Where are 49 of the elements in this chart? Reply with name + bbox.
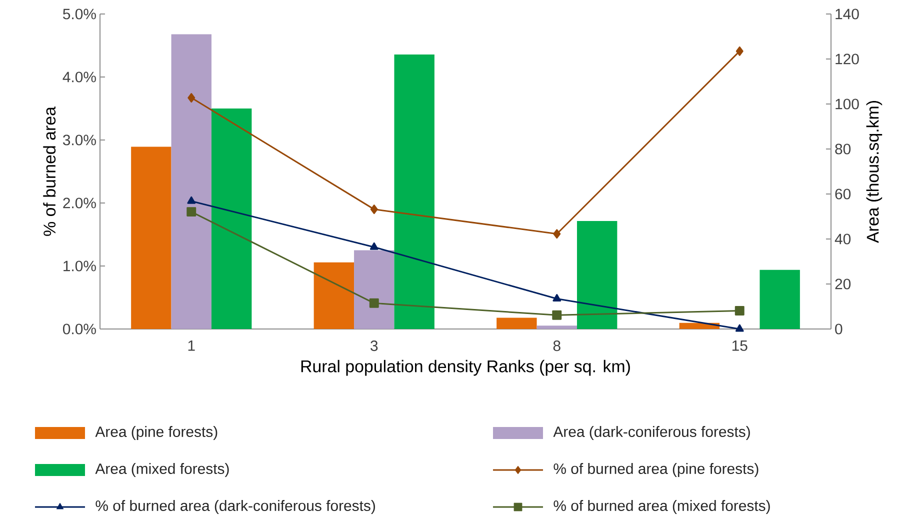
y2-tick-label: 0 [835,324,842,334]
point [369,298,379,308]
x-tick-label: 15 [732,340,748,351]
y2-tick-label: 100 [836,98,859,110]
y-axis-title: % of burned area [43,106,56,236]
y2-tick-label: 140 [836,8,859,20]
point [736,46,744,56]
bar [536,326,577,329]
legend-label: % of burned area (pine forests) [554,463,758,477]
bar [314,262,354,329]
y-tick-label: 5.0% [63,8,96,20]
y2-tick-label: 60 [835,188,851,200]
y-tick-label: 0.0% [62,324,96,334]
bar [354,250,394,329]
point [552,310,562,320]
point [734,306,744,316]
point [552,294,562,302]
bar [760,270,800,329]
y-tick-label: 3.0% [62,134,96,146]
y2-tick-label: 20 [835,278,851,290]
point [186,207,196,217]
y-tick-label: 4.0% [62,72,96,82]
y2-tick-label: 40 [834,234,851,244]
y2-tick-label: 120 [836,54,859,64]
x-tick-label: 1 [188,340,195,351]
y2-tick-label: 80 [835,144,851,154]
point [370,242,378,250]
legend-label: Area (pine forests) [95,426,218,440]
point [370,204,378,214]
bar [576,221,618,329]
point [735,324,744,332]
bar [211,108,252,329]
y-tick-label: 1.0% [64,260,96,272]
bar [496,318,537,329]
x-tick-label: 8 [553,340,560,352]
x-tick-label: 3 [370,340,378,352]
x-axis-title: Rural population density Ranks (per sq. km) [301,360,630,376]
point [188,93,196,103]
point [187,196,196,204]
legend-label: % of burned area (dark-coniferous forests) [96,500,375,514]
point [553,229,561,239]
bar [171,34,212,329]
legend-label: Area (mixed forests) [95,463,229,477]
y-tick-label: 2.0% [63,198,96,208]
legend-label: % of burned area (mixed forests) [554,500,770,514]
legend-label: Area (dark-coniferous forests) [553,426,750,440]
bar [394,54,434,329]
bar [131,146,172,329]
y2-axis-title: Area (thous.sq.km) [866,101,882,244]
